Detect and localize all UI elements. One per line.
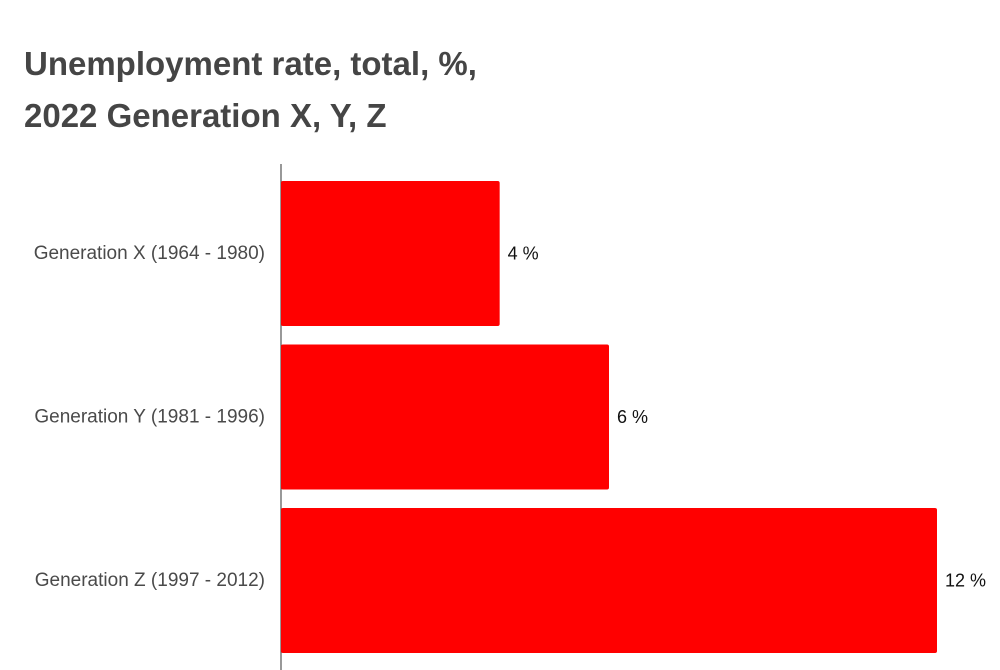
category-label-2: Generation Y (1981 - 1996) xyxy=(34,407,265,428)
category-label-3: Generation Z (1997 - 2012) xyxy=(35,570,265,591)
chart-title: Unemployment rate, total, %, 2022 Genera… xyxy=(24,38,477,142)
bar-1 xyxy=(281,181,500,326)
chart-title-line-2: 2022 Generation X, Y, Z xyxy=(24,97,387,134)
value-label-3: 12 % xyxy=(945,571,986,591)
bar-3 xyxy=(281,508,937,653)
value-label-1: 4 % xyxy=(508,244,539,264)
bars-group: Generation X (1964 - 1980) 4 % Generation … xyxy=(34,181,986,653)
chart-title-line-1: Unemployment rate, total, %, xyxy=(24,45,477,82)
bar-2 xyxy=(281,344,609,490)
value-label-2: 6 % xyxy=(617,407,648,427)
category-label-1: Generation X (1964 - 1980) xyxy=(34,243,265,264)
